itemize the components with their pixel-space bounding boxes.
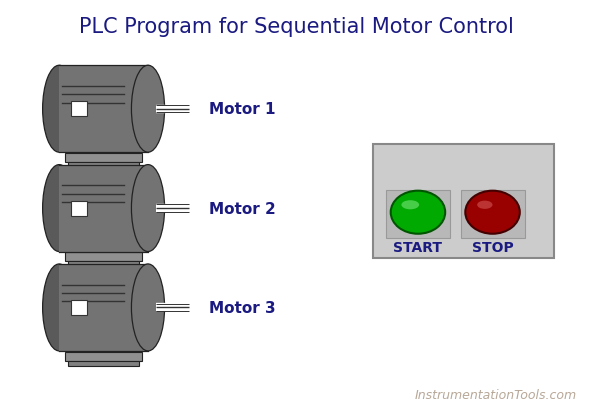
FancyBboxPatch shape [65,352,142,361]
FancyBboxPatch shape [71,300,88,315]
Text: Motor 3: Motor 3 [209,300,276,315]
FancyBboxPatch shape [65,253,142,262]
Ellipse shape [131,165,165,252]
Ellipse shape [43,66,76,153]
FancyBboxPatch shape [59,264,148,351]
FancyBboxPatch shape [65,154,142,163]
Ellipse shape [391,191,445,234]
Text: Motor 2: Motor 2 [209,201,276,216]
FancyBboxPatch shape [68,262,139,267]
Ellipse shape [131,264,165,351]
Text: PLC Program for Sequential Motor Control: PLC Program for Sequential Motor Control [79,17,513,37]
Text: Motor 1: Motor 1 [209,102,275,117]
FancyBboxPatch shape [71,102,88,117]
Ellipse shape [43,165,76,252]
Ellipse shape [465,191,520,234]
FancyBboxPatch shape [59,66,148,153]
FancyBboxPatch shape [386,191,450,238]
Ellipse shape [43,264,76,351]
FancyBboxPatch shape [461,191,525,238]
Text: InstrumentationTools.com: InstrumentationTools.com [415,388,577,401]
FancyBboxPatch shape [68,163,139,168]
Ellipse shape [477,201,493,209]
Text: STOP: STOP [472,241,513,254]
FancyBboxPatch shape [59,165,148,252]
FancyBboxPatch shape [71,201,88,216]
FancyBboxPatch shape [373,145,554,258]
FancyBboxPatch shape [68,361,139,366]
Text: START: START [394,241,442,254]
Ellipse shape [131,66,165,153]
Ellipse shape [401,201,419,210]
